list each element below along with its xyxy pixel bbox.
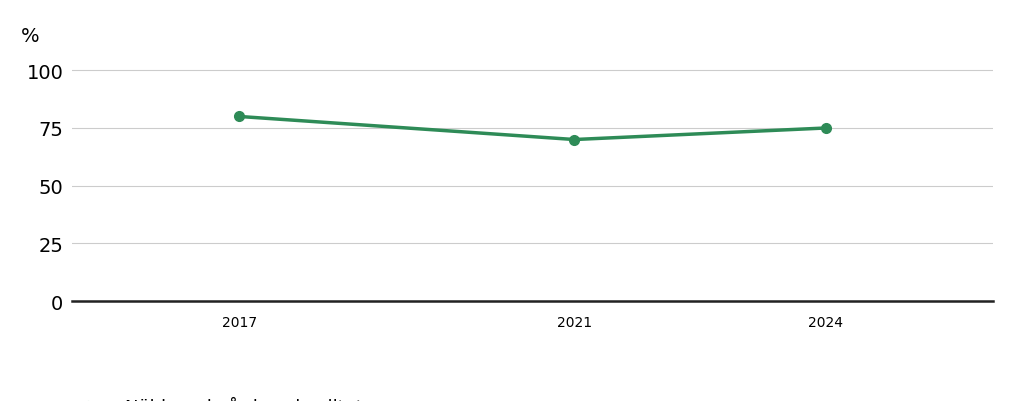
Text: %: % xyxy=(22,27,40,46)
Legend: Nöjd med vårdens kvalitet: Nöjd med vårdens kvalitet xyxy=(62,396,364,401)
